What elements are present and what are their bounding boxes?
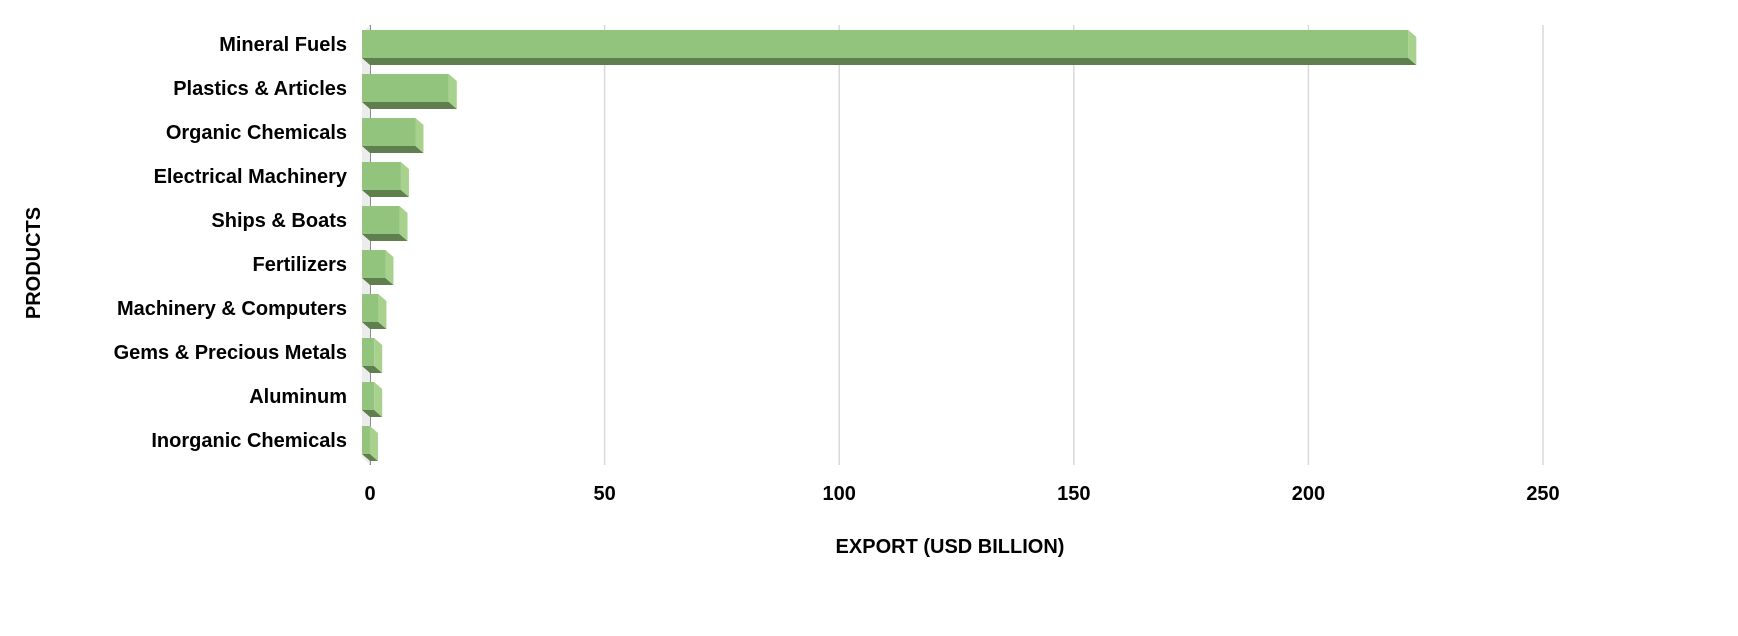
category-label: Inorganic Chemicals (151, 430, 347, 452)
bar-front (362, 382, 375, 410)
bar-front (362, 338, 375, 366)
bar-bottom (362, 58, 1417, 65)
bar-bottom (362, 234, 408, 241)
category-label: Mineral Fuels (219, 34, 347, 56)
bar (362, 74, 457, 109)
bar (362, 426, 378, 461)
bar-side (374, 338, 383, 373)
x-tick-labels: 0 50 100 150 200 250 (364, 483, 1559, 505)
bar (362, 294, 387, 329)
bar-side (369, 426, 378, 461)
category-label: Electrical Machinery (154, 166, 348, 188)
category-label: Machinery & Computers (117, 298, 347, 320)
bar (362, 206, 408, 241)
bar-front (362, 426, 370, 454)
bar-bottom (362, 190, 409, 197)
bar-side (378, 294, 387, 329)
bar-side (374, 382, 383, 417)
gridlines (369, 25, 1544, 465)
bar-front (362, 74, 449, 102)
bar-side (1408, 30, 1417, 65)
bar-side (400, 162, 409, 197)
bar-bottom (362, 366, 383, 373)
bar-front (362, 250, 386, 278)
bar-side (415, 118, 424, 153)
bar-side (399, 206, 408, 241)
bar-bottom (362, 102, 457, 109)
bar (362, 250, 394, 285)
bars (362, 30, 1417, 461)
category-label: Ships & Boats (211, 210, 347, 232)
bar-bottom (362, 410, 383, 417)
bar-front (362, 294, 379, 322)
bar-bottom (362, 322, 387, 329)
bar-front (362, 118, 416, 146)
bar-bottom (362, 146, 424, 153)
x-tick-label: 0 (364, 483, 375, 505)
x-tick-label: 200 (1292, 483, 1325, 505)
bar-front (362, 206, 400, 234)
category-label: Plastics & Articles (173, 78, 347, 100)
bar-front (362, 30, 1409, 58)
bar (362, 338, 383, 373)
x-axis-title: EXPORT (USD BILLION) (836, 536, 1065, 558)
x-tick-label: 100 (823, 483, 856, 505)
bar (362, 162, 409, 197)
bar-bottom (362, 278, 394, 285)
x-tick-label: 150 (1057, 483, 1090, 505)
x-tick-label: 50 (593, 483, 615, 505)
bar-bottom (362, 454, 378, 461)
bar-front (362, 162, 401, 190)
category-label: Organic Chemicals (166, 122, 347, 144)
category-label: Fertilizers (253, 254, 347, 276)
bar (362, 118, 424, 153)
bar (362, 30, 1417, 65)
bar-side (448, 74, 457, 109)
y-axis-title: PRODUCTS (23, 207, 45, 319)
category-label: Gems & Precious Metals (114, 342, 347, 364)
x-tick-label: 250 (1526, 483, 1559, 505)
category-labels: Mineral Fuels Plastics & Articles Organic … (114, 34, 348, 452)
category-label: Aluminum (249, 386, 347, 408)
bar (362, 382, 383, 417)
bar-side (385, 250, 394, 285)
